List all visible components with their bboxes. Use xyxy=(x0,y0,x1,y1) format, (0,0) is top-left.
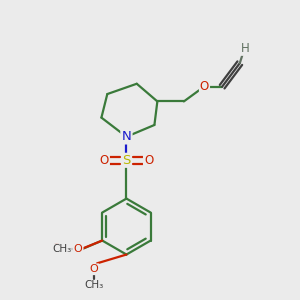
Text: O: O xyxy=(200,80,209,93)
Text: CH₃: CH₃ xyxy=(84,280,104,290)
Text: O: O xyxy=(90,264,98,274)
Text: H: H xyxy=(241,42,250,55)
Text: N: N xyxy=(122,130,131,143)
Text: O: O xyxy=(144,154,153,167)
Text: O: O xyxy=(100,154,109,167)
Text: S: S xyxy=(122,154,130,167)
Text: N: N xyxy=(122,130,131,143)
Text: O: O xyxy=(51,242,60,255)
Text: methoxy: methoxy xyxy=(51,248,57,249)
Text: O: O xyxy=(73,242,83,255)
Text: CH₃: CH₃ xyxy=(52,244,71,254)
Text: O: O xyxy=(74,244,82,254)
